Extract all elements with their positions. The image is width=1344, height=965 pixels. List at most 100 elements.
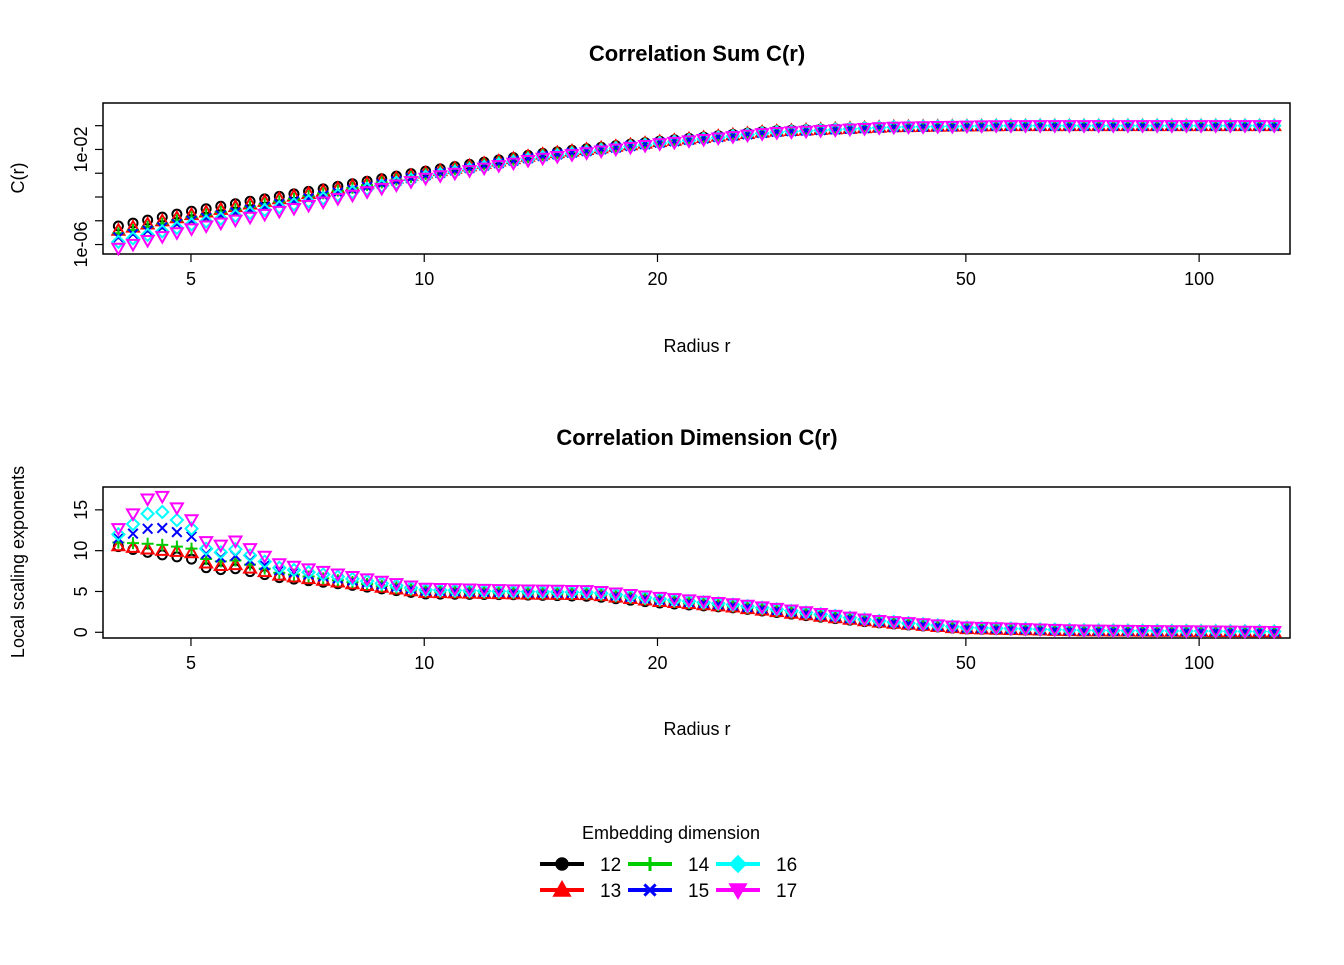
data-point — [1237, 625, 1253, 640]
data-point — [520, 584, 536, 599]
data-point — [154, 542, 170, 556]
data-point — [783, 604, 800, 618]
data-point — [198, 214, 214, 229]
data-point — [375, 176, 388, 189]
data-point — [184, 521, 199, 537]
data-point — [112, 231, 124, 243]
data-point — [374, 182, 390, 197]
data-point — [110, 537, 127, 552]
data-point — [900, 617, 917, 631]
plot-frame — [102, 486, 1291, 639]
data-point — [534, 584, 551, 599]
data-point — [374, 575, 390, 590]
data-point — [271, 199, 287, 215]
data-point — [637, 140, 653, 154]
data-point — [1207, 625, 1224, 640]
data-point — [271, 558, 288, 572]
data-point — [769, 602, 785, 617]
legend-entry: 15 — [628, 881, 709, 902]
data-point — [1164, 625, 1180, 639]
data-point — [142, 523, 154, 535]
data-point — [417, 172, 434, 187]
data-point — [183, 544, 200, 559]
data-point — [1266, 120, 1282, 134]
data-point — [1017, 623, 1034, 637]
x-tick-label: 5 — [186, 653, 196, 673]
data-point — [959, 621, 975, 636]
data-point — [359, 186, 375, 200]
data-point — [681, 135, 697, 149]
data-point — [505, 157, 522, 172]
data-point — [156, 522, 168, 534]
data-point — [944, 620, 961, 634]
chart-title: Correlation Dimension C(r) — [556, 425, 837, 450]
legend-marker — [643, 857, 657, 871]
data-point — [842, 611, 858, 626]
data-point — [286, 196, 302, 212]
data-point — [447, 167, 463, 182]
data-point — [1120, 120, 1136, 134]
data-point — [332, 187, 344, 199]
data-point — [1090, 120, 1107, 134]
data-point — [637, 590, 653, 604]
data-point — [330, 193, 346, 207]
data-point — [1237, 120, 1253, 134]
data-point — [140, 227, 156, 243]
data-point — [198, 220, 214, 234]
data-point — [186, 553, 198, 565]
data-point — [944, 120, 961, 135]
data-point — [198, 541, 214, 557]
data-point — [1105, 120, 1122, 134]
data-point — [242, 560, 258, 574]
data-point — [228, 541, 243, 557]
legend-label: 16 — [776, 855, 797, 876]
series-16 — [110, 118, 1282, 250]
data-point — [812, 608, 829, 622]
x-tick-label: 10 — [414, 269, 434, 289]
data-point — [213, 557, 229, 571]
legend-marker — [555, 857, 569, 871]
data-point — [1222, 120, 1239, 134]
legend-label: 13 — [600, 881, 621, 902]
series-17 — [110, 490, 1282, 640]
data-point — [171, 551, 183, 563]
data-point — [169, 227, 185, 241]
legend-label: 12 — [600, 855, 621, 876]
data-point — [227, 214, 244, 229]
data-point — [578, 147, 595, 161]
data-point — [798, 125, 814, 140]
data-point — [1193, 120, 1209, 134]
data-point — [198, 555, 214, 569]
data-point — [242, 205, 258, 221]
data-point — [139, 540, 156, 555]
data-point — [1003, 120, 1019, 134]
data-point — [344, 571, 361, 585]
data-point — [1061, 120, 1078, 134]
correlation-dimension-panel: Correlation Dimension C(r) Radius r Loca… — [8, 425, 1291, 739]
data-point — [1193, 625, 1209, 639]
data-point — [681, 594, 697, 608]
data-point — [300, 563, 317, 577]
data-point — [622, 588, 639, 603]
data-point — [257, 202, 273, 218]
data-point — [125, 230, 141, 246]
data-point — [461, 583, 478, 598]
data-point — [725, 598, 741, 612]
data-point — [798, 606, 814, 620]
data-point — [549, 150, 566, 165]
y-axis-label: Local scaling exponents — [8, 466, 28, 658]
y-tick-label: 1e-02 — [71, 126, 91, 172]
data-point — [256, 550, 273, 565]
data-point — [710, 596, 726, 611]
data-point — [1134, 120, 1151, 134]
data-point — [886, 616, 902, 630]
data-point — [344, 189, 361, 204]
y-axis-label: C(r) — [8, 163, 28, 194]
data-point — [141, 537, 154, 550]
data-point — [156, 538, 169, 551]
data-point — [491, 584, 507, 598]
x-tick-label: 100 — [1184, 269, 1214, 289]
data-point — [1251, 120, 1268, 134]
data-point — [739, 129, 756, 144]
